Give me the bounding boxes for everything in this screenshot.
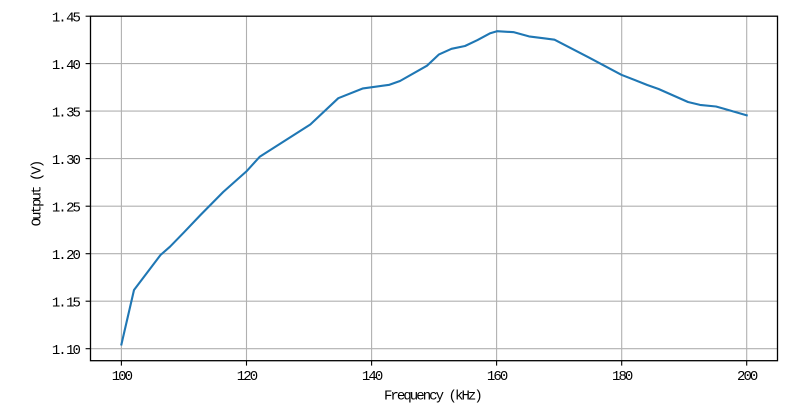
svg-text:120: 120: [237, 369, 258, 385]
svg-text:1.40: 1.40: [52, 58, 81, 74]
svg-text:200: 200: [737, 369, 758, 385]
svg-text:1.15: 1.15: [52, 296, 81, 312]
svg-text:1.10: 1.10: [52, 343, 81, 359]
svg-text:1.45: 1.45: [52, 11, 81, 27]
svg-text:180: 180: [612, 369, 633, 385]
svg-text:1.35: 1.35: [52, 106, 81, 122]
svg-text:160: 160: [487, 369, 508, 385]
svg-text:1.25: 1.25: [52, 201, 81, 217]
svg-text:140: 140: [362, 369, 383, 385]
svg-text:100: 100: [112, 369, 133, 385]
svg-text:1.20: 1.20: [52, 248, 81, 264]
svg-text:Output (V): Output (V): [30, 161, 46, 226]
svg-text:1.30: 1.30: [52, 153, 81, 169]
svg-text:Frequency (kHz): Frequency (kHz): [384, 389, 481, 405]
